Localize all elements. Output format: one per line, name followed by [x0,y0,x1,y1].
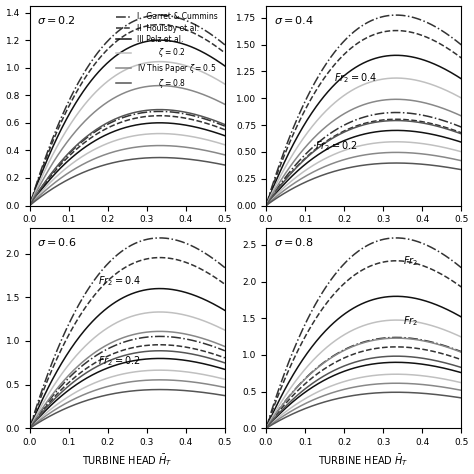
Text: $\sigma = 0.6$: $\sigma = 0.6$ [37,237,77,248]
Text: $Fr_2$: $Fr_2$ [403,314,418,328]
Text: $\sigma = 0.2$: $\sigma = 0.2$ [37,14,76,26]
Text: $Fr_2$: $Fr_2$ [403,255,418,268]
Text: $Fr_2 = 0.2$: $Fr_2 = 0.2$ [315,139,357,153]
Text: $\sigma = 0.4$: $\sigma = 0.4$ [274,14,314,26]
Text: $Fr_2 = 0.4$: $Fr_2 = 0.4$ [334,72,377,85]
X-axis label: TURBINE HEAD $\bar{H}_T$: TURBINE HEAD $\bar{H}_T$ [82,453,173,468]
X-axis label: TURBINE HEAD $\bar{H}_T$: TURBINE HEAD $\bar{H}_T$ [319,453,409,468]
Text: $\sigma = 0.8$: $\sigma = 0.8$ [274,237,313,248]
Text: $Fr_2 = 0.4$: $Fr_2 = 0.4$ [98,274,141,288]
Legend: I   Garret & Cummins, II  Houlsby et al., III Pelz et al.,          $\zeta = 0.2: I Garret & Cummins, II Houlsby et al., I… [113,9,221,93]
Text: $Fr_2 = 0.2$: $Fr_2 = 0.2$ [98,355,140,368]
